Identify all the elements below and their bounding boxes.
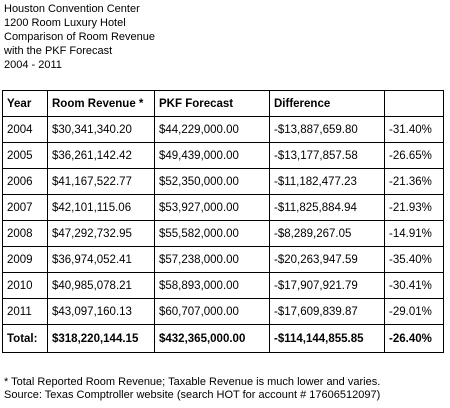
cell-pkf-forecast: $52,350,000.00	[154, 168, 270, 195]
table-row: 2008 $47,292,732.95 $55,582,000.00 -$8,289,…	[2, 220, 444, 247]
cell-percent: -31.40%	[384, 116, 444, 143]
total-percent: -26.40%	[384, 324, 444, 353]
cell-year: 2005	[2, 142, 48, 169]
cell-year: 2009	[2, 246, 48, 273]
cell-room-revenue: $40,985,078.21	[47, 272, 155, 299]
cell-percent: -29.01%	[384, 298, 444, 325]
cell-room-revenue: $41,167,522.77	[47, 168, 155, 195]
table-row: 2004 $30,341,340.20 $44,229,000.00 -$13,887…	[2, 116, 444, 143]
cell-difference: -$17,907,921.79	[269, 272, 385, 299]
table-row: 2010 $40,985,078.21 $58,893,000.00 -$17,907…	[2, 272, 444, 299]
cell-percent: -21.93%	[384, 194, 444, 221]
cell-room-revenue: $30,341,340.20	[47, 116, 155, 143]
header-room-revenue: Room Revenue *	[47, 90, 155, 117]
table-row: 2006 $41,167,522.77 $52,350,000.00 -$11,182…	[2, 168, 444, 195]
cell-year: 2006	[2, 168, 48, 195]
footnote: * Total Reported Room Revenue; Taxable R…	[4, 376, 381, 388]
heading-line-hotel: 1200 Room Luxury Hotel	[4, 17, 126, 29]
cell-room-revenue: $47,292,732.95	[47, 220, 155, 247]
table-row: 2011 $43,097,160.13 $60,707,000.00 -$17,609…	[2, 298, 444, 325]
cell-pkf-forecast: $55,582,000.00	[154, 220, 270, 247]
header-year: Year	[2, 90, 48, 117]
source-note: Source: Texas Comptroller website (searc…	[4, 389, 381, 401]
cell-percent: -35.40%	[384, 246, 444, 273]
table-row: 2007 $42,101,115.06 $53,927,000.00 -$11,825…	[2, 194, 444, 221]
cell-difference: -$13,887,659.80	[269, 116, 385, 143]
cell-year: 2004	[2, 116, 48, 143]
report-heading: Houston Convention Center 1200 Room Luxu…	[4, 2, 155, 72]
cell-pkf-forecast: $57,238,000.00	[154, 246, 270, 273]
cell-room-revenue: $36,974,052.41	[47, 246, 155, 273]
total-difference: -$114,144,855.85	[269, 324, 385, 353]
heading-line-years: 2004 - 2011	[4, 59, 62, 71]
cell-year: 2010	[2, 272, 48, 299]
cell-percent: -26.65%	[384, 142, 444, 169]
cell-pkf-forecast: $53,927,000.00	[154, 194, 270, 221]
total-label: Total:	[2, 324, 48, 353]
total-room-revenue: $318,220,144.15	[47, 324, 155, 353]
table-total-row: Total: $318,220,144.15 $432,365,000.00 -…	[2, 324, 444, 353]
cell-percent: -30.41%	[384, 272, 444, 299]
cell-pkf-forecast: $60,707,000.00	[154, 298, 270, 325]
total-pkf-forecast: $432,365,000.00	[154, 324, 270, 353]
cell-difference: -$20,263,947.59	[269, 246, 385, 273]
cell-room-revenue: $42,101,115.06	[47, 194, 155, 221]
revenue-comparison-table: Year Room Revenue * PKF Forecast Differe…	[2, 90, 444, 353]
cell-year: 2011	[2, 298, 48, 325]
cell-percent: -21.36%	[384, 168, 444, 195]
cell-percent: -14.91%	[384, 220, 444, 247]
table-row: 2005 $36,261,142.42 $49,439,000.00 -$13,177…	[2, 142, 444, 169]
heading-line-comparison: Comparison of Room Revenue	[4, 31, 156, 43]
cell-pkf-forecast: $44,229,000.00	[154, 116, 270, 143]
cell-difference: -$11,825,884.94	[269, 194, 385, 221]
cell-difference: -$17,609,839.87	[269, 298, 385, 325]
header-pkf-forecast: PKF Forecast	[154, 90, 270, 117]
cell-year: 2007	[2, 194, 48, 221]
header-difference: Difference	[269, 90, 385, 117]
table-row: 2009 $36,974,052.41 $57,238,000.00 -$20,263…	[2, 246, 444, 273]
heading-line-forecast: with the PKF Forecast	[4, 45, 113, 57]
cell-room-revenue: $36,261,142.42	[47, 142, 155, 169]
cell-room-revenue: $43,097,160.13	[47, 298, 155, 325]
cell-difference: -$8,289,267.05	[269, 220, 385, 247]
cell-difference: -$11,182,477.23	[269, 168, 385, 195]
cell-year: 2008	[2, 220, 48, 247]
cell-pkf-forecast: $49,439,000.00	[154, 142, 270, 169]
cell-difference: -$13,177,857.58	[269, 142, 385, 169]
report-footer: * Total Reported Room Revenue; Taxable R…	[4, 376, 380, 402]
header-percent	[384, 90, 444, 117]
cell-pkf-forecast: $58,893,000.00	[154, 272, 270, 299]
table-header-row: Year Room Revenue * PKF Forecast Differe…	[2, 90, 444, 117]
heading-line-venue: Houston Convention Center	[4, 3, 140, 15]
